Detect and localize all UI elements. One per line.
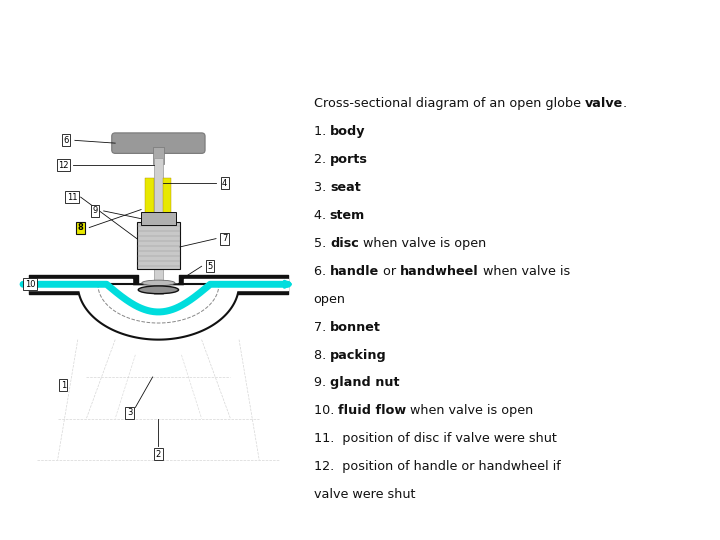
Text: disc: disc (330, 237, 359, 250)
Text: 3.: 3. (314, 181, 330, 194)
Text: ports: ports (330, 153, 368, 166)
Text: .: . (623, 97, 627, 111)
Ellipse shape (138, 286, 179, 294)
Text: valve: valve (585, 97, 623, 111)
Text: 9: 9 (92, 206, 98, 215)
Text: Cross-sectional diagram of an open globe: Cross-sectional diagram of an open globe (314, 97, 585, 111)
Text: packing: packing (330, 348, 387, 362)
Text: 12: 12 (58, 161, 68, 170)
FancyBboxPatch shape (112, 133, 205, 153)
Text: when valve is open: when valve is open (359, 237, 486, 250)
Text: handle: handle (330, 265, 379, 278)
Text: or: or (379, 265, 400, 278)
Text: gland nut: gland nut (330, 376, 400, 389)
Text: 8: 8 (78, 223, 84, 232)
Text: 10.: 10. (314, 404, 338, 417)
Text: 9.: 9. (314, 376, 330, 389)
FancyBboxPatch shape (137, 222, 180, 269)
Text: handwheel: handwheel (400, 265, 479, 278)
Bar (163, 178, 171, 217)
Text: 2.: 2. (314, 153, 330, 166)
Text: valve were shut: valve were shut (314, 488, 415, 501)
Text: 7: 7 (222, 234, 228, 243)
Text: 6.: 6. (314, 265, 330, 278)
Text: when valve is: when valve is (479, 265, 570, 278)
Text: Scheme: Scheme (248, 9, 472, 62)
Text: stem: stem (330, 209, 365, 222)
Text: 12.  position of handle or handwheel if: 12. position of handle or handwheel if (314, 460, 560, 473)
Text: 1: 1 (60, 381, 66, 390)
Text: 4.: 4. (314, 209, 330, 222)
Text: 10: 10 (25, 280, 35, 289)
Text: 6: 6 (63, 136, 69, 145)
Text: 8.: 8. (314, 348, 330, 362)
Text: body: body (330, 125, 365, 138)
Text: 11.  position of disc if valve were shut: 11. position of disc if valve were shut (314, 432, 557, 445)
Text: open: open (314, 293, 346, 306)
Polygon shape (78, 284, 239, 340)
Bar (153, 158, 163, 294)
Text: bonnet: bonnet (330, 321, 381, 334)
Text: 2: 2 (156, 450, 161, 459)
Ellipse shape (142, 280, 175, 286)
Text: 3: 3 (127, 408, 132, 417)
FancyBboxPatch shape (141, 212, 176, 225)
Text: 5.: 5. (314, 237, 330, 250)
Bar (153, 147, 164, 164)
Text: 7.: 7. (314, 321, 330, 334)
Text: fluid flow: fluid flow (338, 404, 406, 417)
Text: when valve is open: when valve is open (406, 404, 534, 417)
Bar (145, 178, 153, 217)
Text: 5: 5 (207, 262, 213, 271)
Text: 1.: 1. (314, 125, 330, 138)
Text: seat: seat (330, 181, 361, 194)
Text: 4: 4 (222, 179, 228, 188)
Text: 11: 11 (67, 193, 77, 201)
